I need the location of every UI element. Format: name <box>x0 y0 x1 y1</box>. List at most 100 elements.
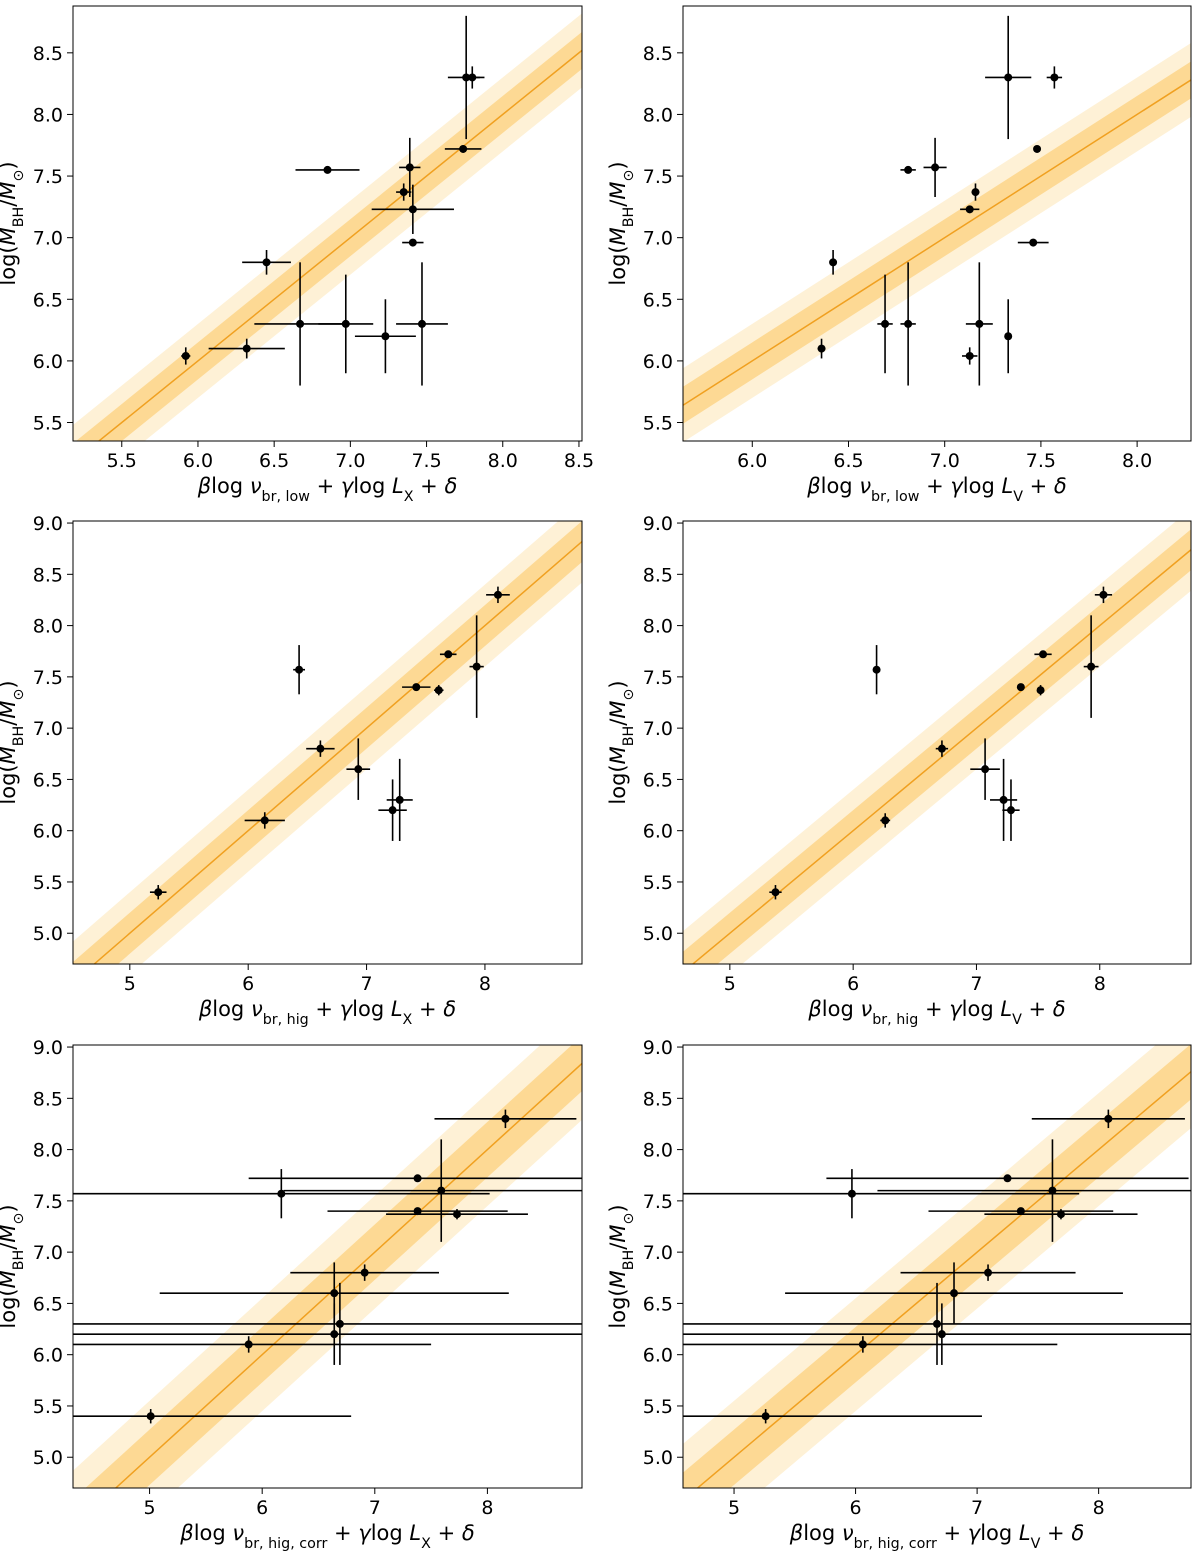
label-part: ⊙ <box>621 689 637 701</box>
y-tick-label: 5.5 <box>33 872 63 894</box>
fit-line <box>93 540 582 964</box>
point-marker <box>971 188 980 197</box>
data-point <box>1004 299 1013 374</box>
x-tick-label: 8 <box>1094 973 1106 995</box>
label-part: log <box>352 997 391 1021</box>
label-part: log <box>353 474 392 498</box>
y-tick-label: 8.0 <box>643 104 673 126</box>
point-marker <box>1004 332 1013 341</box>
point-marker <box>1039 650 1048 659</box>
x-axis-label: βlog νbr, low + γlog LV + δ <box>806 474 1067 505</box>
data-point <box>283 1139 582 1242</box>
label-part: BH <box>11 1250 27 1271</box>
point-marker <box>388 806 397 815</box>
data-point <box>378 779 407 841</box>
data-point <box>683 1282 1191 1365</box>
label-part: log <box>821 474 860 498</box>
x-tick-label: 5.5 <box>107 450 137 472</box>
x-tick-label: 7 <box>369 1497 381 1519</box>
label-part: ) <box>606 680 630 688</box>
label-part: δ <box>444 474 457 498</box>
label-part: ⊙ <box>621 170 637 182</box>
y-tick-label: 5.5 <box>33 413 63 435</box>
point-marker <box>244 1340 253 1349</box>
point-marker <box>965 351 974 360</box>
point-marker <box>881 816 890 825</box>
label-part: M <box>0 1225 20 1243</box>
label-part: ν <box>860 997 872 1021</box>
plot-area <box>73 521 582 964</box>
x-tick-label: 8 <box>479 973 491 995</box>
axes-frame <box>682 5 1192 442</box>
data-point <box>386 1209 528 1220</box>
y-tick-label: 8.5 <box>643 564 673 586</box>
y-tick-label: 6.0 <box>643 821 673 843</box>
data-point <box>464 66 480 89</box>
label-part: γ <box>340 997 354 1021</box>
label-part: br, hig, corr <box>244 1536 327 1551</box>
label-part: + <box>1022 997 1053 1021</box>
point-marker <box>771 888 780 897</box>
data-point <box>1016 683 1025 692</box>
label-part: log <box>212 997 251 1021</box>
label-part: log <box>194 1521 233 1545</box>
y-tick-label: 5.5 <box>643 872 673 894</box>
point-marker <box>260 816 269 825</box>
label-part: log( <box>0 245 20 285</box>
x-tick-label: 8 <box>481 1497 493 1519</box>
label-part: log <box>962 997 1001 1021</box>
x-tick-label: 7.0 <box>930 450 960 472</box>
y-tick-label: 6.0 <box>33 1345 63 1367</box>
y-tick-label: 9.0 <box>33 513 63 535</box>
label-part: γ <box>950 474 964 498</box>
point-marker <box>981 765 990 774</box>
label-part: log <box>980 1521 1019 1545</box>
label-part: log <box>963 474 1002 498</box>
data-point <box>73 1282 582 1365</box>
data-point <box>935 740 949 757</box>
data-point <box>683 1336 1058 1353</box>
x-tick-label: 8.0 <box>1122 450 1152 472</box>
data-point <box>386 758 413 841</box>
point-marker <box>1099 590 1108 599</box>
point-marker <box>999 795 1008 804</box>
point-marker <box>354 765 363 774</box>
label-part: γ <box>949 997 963 1021</box>
x-tick-label: 8.5 <box>564 450 594 472</box>
label-part: δ <box>1053 997 1066 1021</box>
point-marker <box>413 1174 422 1183</box>
data-point <box>402 683 431 692</box>
y-tick-label: 5.0 <box>33 923 63 945</box>
label-part: / <box>0 718 20 726</box>
data-point <box>872 645 881 695</box>
data-point <box>486 586 510 604</box>
data-point <box>469 615 484 718</box>
x-tick-label: 5 <box>724 973 736 995</box>
plot-area <box>73 1045 582 1488</box>
data-point <box>244 812 285 829</box>
y-tick-label: 5.0 <box>643 923 673 945</box>
point-marker <box>984 1268 993 1277</box>
point-marker <box>323 165 332 174</box>
point-marker <box>1048 1186 1057 1195</box>
point-marker <box>381 332 390 341</box>
x-tick-label: 7.5 <box>1026 450 1056 472</box>
y-axis-label: log(MBH/M⊙) <box>606 1204 637 1328</box>
data-point <box>960 205 980 214</box>
data-point <box>965 262 993 386</box>
label-part: M <box>0 182 20 200</box>
x-tick-label: 6.0 <box>737 450 767 472</box>
y-tick-label: 7.5 <box>643 166 673 188</box>
axes-frame <box>72 5 583 442</box>
point-marker <box>360 1268 369 1277</box>
label-part: β <box>807 997 821 1021</box>
point-marker <box>965 205 974 214</box>
label-part: log( <box>606 1288 630 1328</box>
label-part: + <box>919 474 950 498</box>
point-marker <box>931 163 940 172</box>
point-marker <box>1087 662 1096 671</box>
data-point <box>1017 238 1049 247</box>
x-tick-label: 5 <box>144 1497 156 1519</box>
